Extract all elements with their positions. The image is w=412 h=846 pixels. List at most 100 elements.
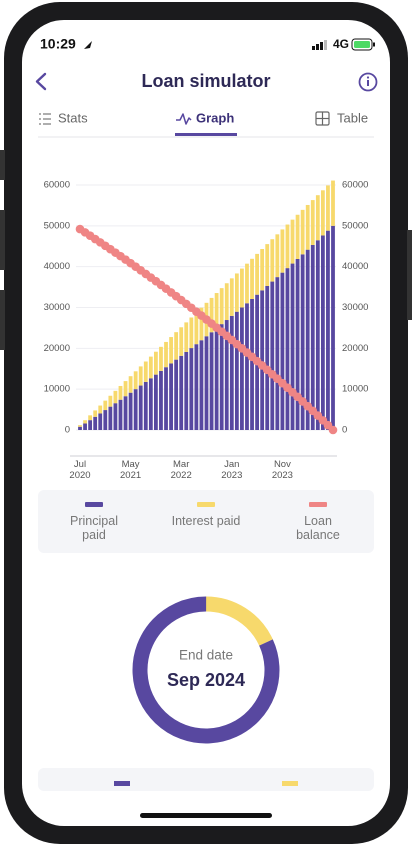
bar [245,263,249,304]
tab-active[interactable]: Graph [196,110,234,125]
bar [219,288,224,325]
bar [179,327,184,356]
bar [128,392,133,430]
signal-icon [312,40,327,50]
bar [78,426,82,430]
location-icon [84,41,92,49]
x-tick-label: May 2021 [120,459,142,481]
summary-card [38,768,374,791]
bar [295,258,300,430]
donut-segment [132,596,280,744]
bar [275,277,280,430]
tab[interactable]: Table [337,110,368,125]
graph-icon [176,113,192,125]
bar [88,415,93,421]
bar [154,374,158,430]
bar [133,389,138,430]
bar [138,366,143,386]
bar [113,390,118,404]
bar [255,253,259,295]
side-button [0,210,5,270]
legend-label: Interest paid [171,514,241,528]
y2-tick-label: 40000 [342,261,368,272]
bar [148,356,153,379]
bar [108,395,113,407]
bar [133,371,138,390]
legend-swatch [282,781,298,786]
status-time: 10:29 [40,36,76,52]
bar [143,381,148,430]
info-button[interactable] [358,72,378,92]
legend-box [38,490,374,553]
y-tick-label: 20000 [44,343,70,354]
bar [240,307,244,430]
y-tick-label: 60000 [44,180,70,191]
bar [199,307,204,341]
bar [270,239,275,282]
bar [108,406,113,430]
bar [123,396,128,430]
y2-tick-label: 50000 [342,220,368,231]
bar [83,423,87,430]
bar [315,195,320,241]
bar [88,420,93,430]
y-tick-label: 10000 [44,384,70,395]
bar [209,297,214,333]
bar [164,367,168,430]
y2-tick-label: 0 [342,425,347,436]
bar [326,230,330,430]
bar [194,344,199,430]
back-button[interactable] [35,72,47,91]
bar [265,285,270,430]
bar [250,298,254,430]
bar [78,425,82,427]
bar [310,200,315,245]
bar [214,328,219,430]
legend-label: Principal paid [70,514,118,543]
bar [194,312,199,345]
x-tick-label: Jan 2023 [221,459,243,481]
tab[interactable]: Stats [58,110,88,125]
bar [285,268,290,430]
bar [290,219,295,264]
y2-tick-label: 20000 [342,343,368,354]
bar [184,351,189,430]
bar [179,355,184,430]
bar [234,273,239,312]
bar [128,376,133,393]
bar [169,337,173,364]
bar [275,234,280,278]
bar [265,244,270,286]
bar [229,278,234,316]
bar [123,381,128,397]
bar [164,341,168,368]
bar [98,405,103,414]
bar [305,249,310,430]
legend-swatch [85,502,103,507]
side-button [407,230,412,320]
legend-swatch [197,502,215,507]
bar [229,315,234,430]
bar [260,249,265,291]
bar [214,293,219,329]
bar [169,363,173,430]
bar [189,348,194,430]
bar [331,225,335,430]
bar [93,410,98,417]
bar [331,180,335,226]
bar [98,413,103,430]
y2-tick-label: 10000 [342,384,368,395]
bar [315,240,320,430]
bar [240,268,244,308]
bar [224,320,229,430]
bar [305,204,310,250]
bar [174,359,179,430]
bar [174,332,179,360]
bar [159,346,163,371]
bar [245,303,249,430]
bar [280,272,285,430]
bar [118,399,123,430]
status-network: 4G [333,37,349,51]
legend-label: Loan balance [296,514,340,543]
